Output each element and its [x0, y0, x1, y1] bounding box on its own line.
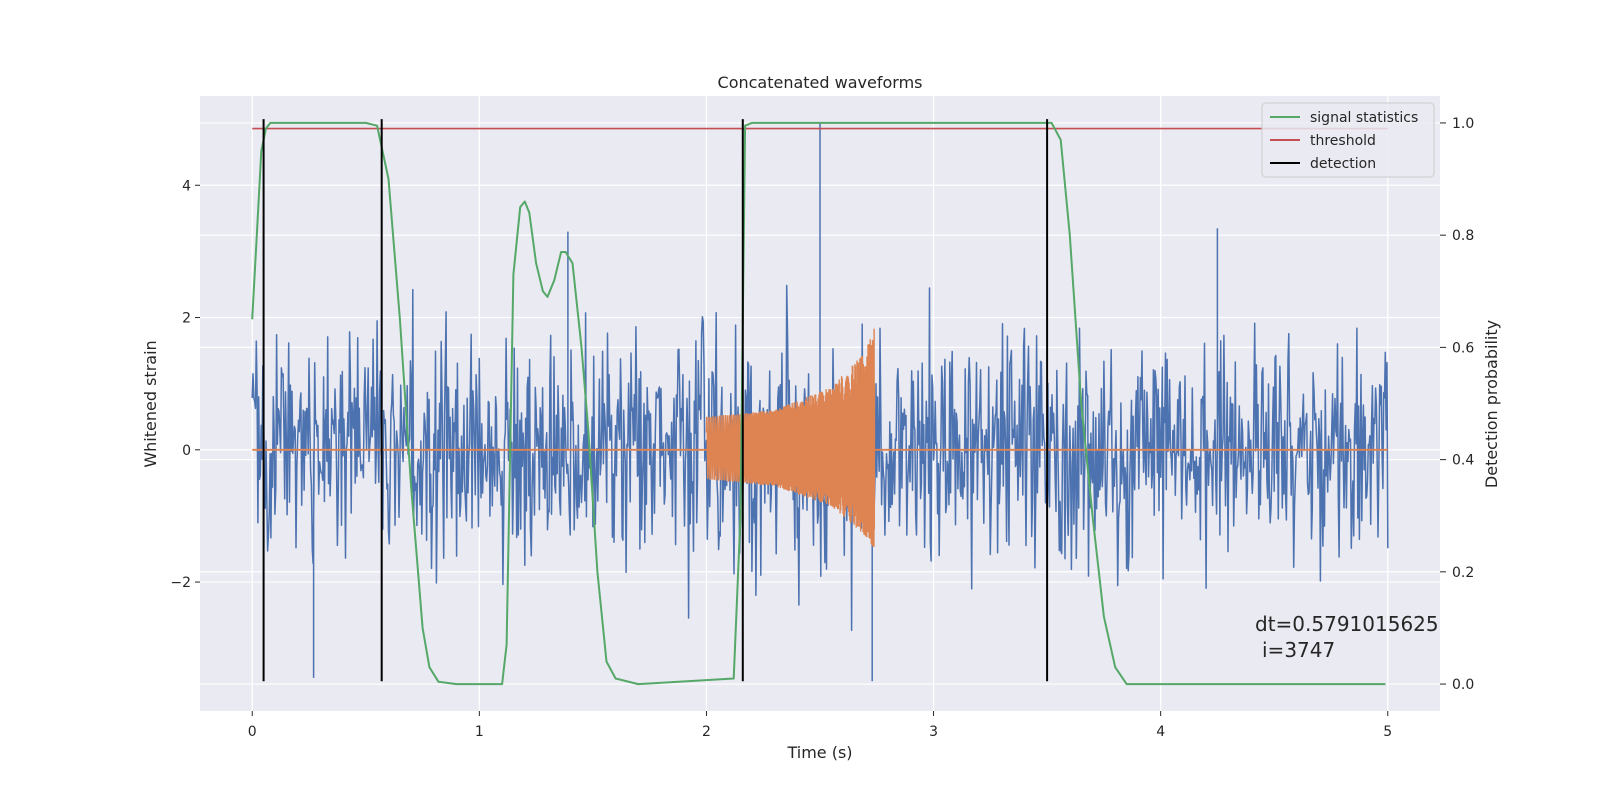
x-tick-label: 5 — [1383, 724, 1392, 740]
y-tick-label: 2 — [182, 311, 191, 327]
y2-tick-label: 0.8 — [1452, 228, 1474, 244]
y2-tick-label: 0.0 — [1452, 677, 1474, 693]
legend: signal statistics threshold detection — [1261, 102, 1435, 178]
x-tick-label: 1 — [475, 724, 484, 740]
y2-tick-label: 0.2 — [1452, 565, 1474, 581]
x-axis-label: Time (s) — [786, 743, 852, 762]
legend-label: threshold — [1310, 133, 1376, 149]
series-signal-statistics-line — [251, 121, 1386, 686]
y2-tick-label: 0.4 — [1452, 453, 1474, 469]
y-tick-label: −2 — [170, 575, 191, 591]
y-tick-label: 4 — [182, 178, 191, 194]
axes: 0 1 2 3 4 5 −2 0 2 4 0.0 0.2 0.4 0.6 0.8 1.0 — [170, 116, 1474, 740]
legend-label: signal statistics — [1310, 110, 1418, 126]
y2-tick-label: 1.0 — [1452, 116, 1474, 132]
chart-title: Concatenated waveforms — [718, 73, 923, 92]
x-tick-label: 0 — [248, 724, 257, 740]
legend-box — [1261, 102, 1435, 178]
y-axis-label: Whitened strain — [141, 340, 160, 467]
series-layer — [251, 119, 1389, 686]
y2-tick-label: 0.6 — [1452, 340, 1474, 356]
y2-axis-label: Detection probability — [1482, 320, 1501, 488]
annotation-dt: dt=0.5791015625 — [1255, 612, 1439, 636]
legend-label: detection — [1310, 156, 1376, 172]
series-injection-line — [705, 328, 876, 547]
y-tick-label: 0 — [182, 443, 191, 459]
annotation-i: i=3747 — [1262, 638, 1335, 662]
x-tick-label: 3 — [929, 724, 938, 740]
x-tick-label: 4 — [1156, 724, 1165, 740]
x-tick-label: 2 — [702, 724, 711, 740]
